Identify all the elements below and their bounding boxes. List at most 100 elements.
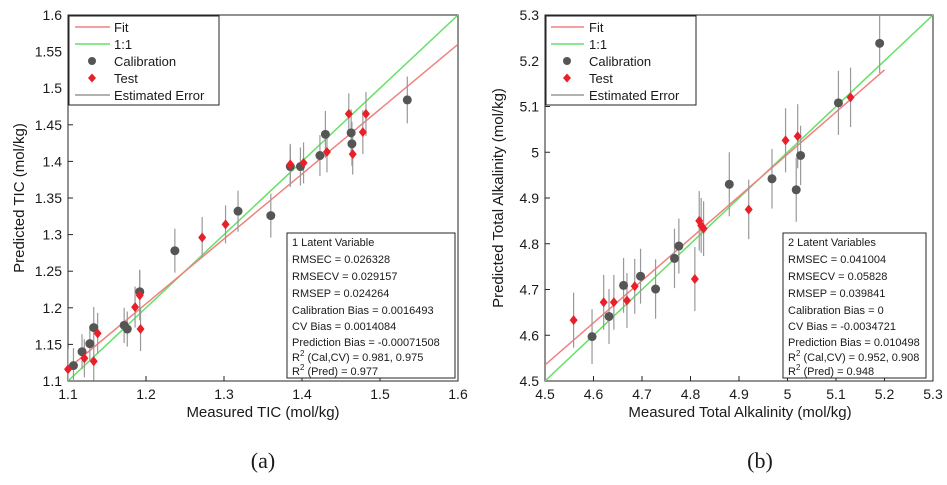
legend-box-b bbox=[545, 15, 697, 106]
calibration-point bbox=[674, 241, 684, 251]
legend-calibration-label-b: Calibration bbox=[589, 54, 651, 69]
calibration-point bbox=[266, 211, 276, 221]
legend-test-marker-b bbox=[563, 73, 571, 83]
test-point bbox=[135, 290, 144, 301]
calibration-point bbox=[651, 284, 661, 294]
calibration-point bbox=[89, 323, 99, 333]
y-tick-label: 1.25 bbox=[35, 263, 62, 279]
fit-line bbox=[545, 69, 885, 366]
test-point bbox=[699, 223, 708, 234]
legend-b: Fit 1:1 Calibration Test Estimated Error bbox=[545, 15, 697, 106]
legend-one-to-one-label-a: 1:1 bbox=[114, 37, 132, 52]
test-point bbox=[846, 92, 855, 103]
stats-box-b: 2 Latent Variables RMSEC = 0.041004 RMSE… bbox=[782, 232, 927, 379]
chart-panel-b: 4.5 4.6 4.7 4.8 4.9 5 5.1 5.2 5.3 4.5 4.6 4.7 4.8 4.9… bbox=[490, 7, 943, 473]
y-tick-label: 1.3 bbox=[43, 227, 63, 243]
stats-line-a: RMSECV = 0.029157 bbox=[292, 271, 397, 283]
calibration-point bbox=[604, 311, 614, 321]
x-tick-label: 4.9 bbox=[729, 386, 749, 402]
test-point bbox=[599, 297, 608, 308]
calibration-point bbox=[170, 246, 180, 256]
y-tick-label: 1.6 bbox=[43, 7, 63, 23]
legend-test-marker-a bbox=[88, 73, 96, 83]
stats-line-a: RMSEP = 0.024264 bbox=[292, 288, 389, 300]
x-tick-label: 1.6 bbox=[448, 386, 468, 402]
x-tick-label: 5.3 bbox=[923, 386, 943, 402]
y-tick-label: 1.2 bbox=[43, 300, 63, 316]
y-tick-label: 5.2 bbox=[520, 53, 540, 69]
legend-calibration-label-a: Calibration bbox=[114, 54, 176, 69]
stats-r2-pred-b: R2 (Pred) = 0.948 bbox=[788, 363, 874, 378]
y-axis-label-b: Predicted Total Alkalinity (mol/kg) bbox=[490, 88, 507, 308]
test-point bbox=[361, 108, 370, 119]
panel-caption-a: (a) bbox=[251, 448, 275, 473]
calibration-point bbox=[587, 332, 597, 342]
calibration-point bbox=[767, 174, 777, 184]
x-axis-label-a: Measured TIC (mol/kg) bbox=[186, 404, 339, 421]
y-tick-label: 1.4 bbox=[43, 153, 63, 169]
test-point bbox=[93, 328, 102, 339]
test-point bbox=[221, 219, 230, 230]
y-axis-label-a: Predicted TIC (mol/kg) bbox=[11, 123, 28, 273]
chart-panel-a: 1.1 1.2 1.3 1.4 1.5 1.6 1.1 1.15 1.2 1.25 1.3 1.35 1… bbox=[11, 7, 468, 473]
x-tick-label: 4.5 bbox=[535, 386, 555, 402]
test-point bbox=[630, 281, 639, 292]
test-point bbox=[344, 108, 353, 119]
test-point bbox=[131, 302, 140, 313]
calibration-point bbox=[85, 339, 95, 349]
calibration-point bbox=[875, 38, 885, 48]
test-point bbox=[80, 353, 89, 364]
y-tick-label: 4.9 bbox=[520, 190, 540, 206]
calibration-point bbox=[233, 206, 243, 216]
y-tick-label: 4.6 bbox=[520, 327, 540, 343]
test-point bbox=[286, 159, 295, 170]
calibration-point bbox=[346, 128, 356, 138]
y-tick-label: 1.45 bbox=[35, 117, 62, 133]
panel-caption-b: (b) bbox=[747, 448, 773, 473]
stats-line-a: CV Bias = 0.0014084 bbox=[292, 321, 396, 333]
test-point bbox=[322, 146, 331, 157]
points-a bbox=[64, 95, 412, 375]
test-point bbox=[64, 364, 72, 375]
stats-line-b: Calibration Bias = 0 bbox=[788, 305, 884, 317]
stats-line-b: CV Bias = -0.0034721 bbox=[788, 321, 896, 333]
stats-line-a: 1 Latent Variable bbox=[292, 237, 374, 249]
stats-line-a: RMSEC = 0.026328 bbox=[292, 254, 390, 266]
x-tick-label: 1.3 bbox=[214, 386, 234, 402]
test-point bbox=[89, 356, 98, 367]
x-tick-label: 5.2 bbox=[875, 386, 895, 402]
calibration-point bbox=[122, 324, 132, 334]
legend-a: Fit 1:1 Calibration Test Estimated Error bbox=[68, 15, 220, 106]
stats-line-b: RMSEP = 0.039841 bbox=[788, 288, 885, 300]
stats-line-b: RMSECV = 0.05828 bbox=[788, 271, 887, 283]
legend-calibration-marker-b bbox=[563, 57, 571, 65]
test-point bbox=[622, 295, 631, 306]
x-tick-label: 4.7 bbox=[632, 386, 652, 402]
test-point bbox=[348, 149, 357, 160]
legend-fit-label-b: Fit bbox=[589, 20, 604, 35]
calibration-point bbox=[320, 129, 330, 139]
legend-error-label-b: Estimated Error bbox=[589, 88, 680, 103]
points-b bbox=[569, 38, 885, 342]
stats-line-b: RMSEC = 0.041004 bbox=[788, 254, 886, 266]
calibration-point bbox=[68, 361, 78, 371]
axis-ticks-a: 1.1 1.2 1.3 1.4 1.5 1.6 1.1 1.15 1.2 1.25 1.3 1.35 1… bbox=[35, 7, 468, 402]
x-axis-label-b: Measured Total Alkalinity (mol/kg) bbox=[628, 404, 851, 421]
legend-test-label-b: Test bbox=[589, 71, 613, 86]
stats-line-a: Prediction Bias = -0.00071508 bbox=[292, 337, 440, 349]
test-point bbox=[198, 232, 207, 243]
stats-box-frame-a bbox=[286, 232, 456, 379]
y-tick-label: 4.8 bbox=[520, 236, 540, 252]
y-tick-label: 1.35 bbox=[35, 190, 62, 206]
test-point bbox=[136, 324, 145, 335]
legend-fit-label-a: Fit bbox=[114, 20, 129, 35]
test-point bbox=[569, 315, 578, 326]
y-tick-label: 1.15 bbox=[35, 336, 62, 352]
y-tick-label: 5.3 bbox=[520, 7, 540, 23]
test-point bbox=[609, 297, 618, 308]
y-tick-label: 1.55 bbox=[35, 44, 62, 60]
x-tick-label: 4.8 bbox=[681, 386, 701, 402]
y-tick-label: 1.1 bbox=[43, 373, 63, 389]
